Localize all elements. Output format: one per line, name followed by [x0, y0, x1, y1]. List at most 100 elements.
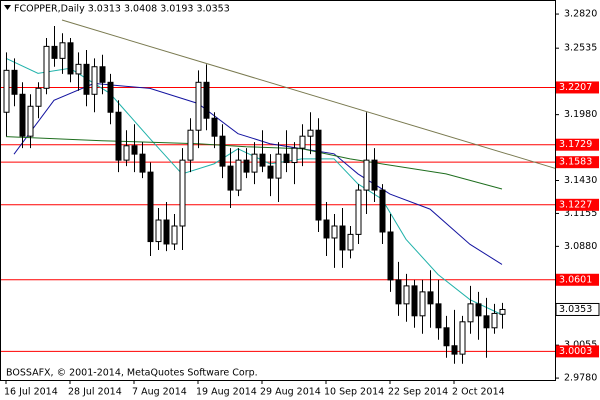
candle-body [371, 159, 378, 191]
candle-body [315, 129, 322, 221]
title-arrow [4, 5, 11, 10]
candle-body [323, 219, 330, 239]
level-label-box [556, 156, 599, 169]
candle-body [67, 42, 74, 75]
x-tick-label: 10 Sep 2014 [324, 387, 384, 398]
y-tick-label: 3.2535 [564, 43, 597, 54]
candle-body [491, 312, 498, 329]
candle-body [3, 69, 10, 113]
candle-body [499, 308, 506, 315]
candle-body [91, 66, 98, 95]
candle-body [19, 93, 26, 137]
candle-body [139, 153, 146, 173]
candle-body [483, 315, 490, 329]
candle-body [147, 171, 154, 243]
level-label: 3.1583 [559, 157, 592, 168]
candle-body [243, 159, 250, 173]
level-label-box [556, 198, 599, 211]
level-label: 3.1227 [559, 199, 592, 210]
candle-body [443, 327, 450, 347]
level-label-box [556, 138, 599, 151]
x-tick-label: 29 Aug 2014 [260, 387, 321, 398]
y-tick-label: 3.1980 [564, 109, 597, 120]
last-price-label: 3.0353 [559, 304, 592, 315]
candle-body [291, 147, 298, 164]
candle-body [363, 159, 370, 191]
plot-area [1, 19, 556, 364]
candle-body [171, 225, 178, 245]
candle-body [51, 45, 58, 59]
candle-body [251, 153, 258, 173]
y-tick-label: 3.1430 [564, 175, 597, 186]
trendline [61, 19, 556, 169]
candle-body [459, 321, 466, 355]
candle-body [259, 153, 266, 167]
level-label: 3.1729 [559, 139, 592, 150]
candle-body [339, 225, 346, 251]
level-label-box [556, 81, 599, 94]
candle-body [307, 129, 314, 137]
candle-body [59, 42, 66, 59]
level-label-box [556, 273, 599, 286]
x-tick-label: 19 Aug 2014 [196, 387, 257, 398]
candle-body [203, 81, 210, 119]
candle-body [27, 105, 34, 137]
candle-body [187, 129, 194, 161]
candle-body [411, 285, 418, 317]
candle-body [211, 117, 218, 137]
candle-body [275, 153, 282, 179]
candle-body [467, 303, 474, 323]
candle-body [195, 81, 202, 131]
candle-body [75, 63, 82, 75]
candle-body [427, 291, 434, 305]
candle-body [395, 279, 402, 305]
candle-body [331, 225, 338, 239]
y-tick-label: 3.2820 [564, 9, 597, 20]
candle-body [179, 159, 186, 227]
level-label-box [556, 345, 599, 358]
copyright: BOSSAFX, © 2001-2014, MetaQuotes Softwar… [6, 368, 258, 379]
candle-body [35, 87, 42, 107]
candle-body [43, 45, 50, 89]
level-label: 3.2207 [559, 82, 592, 93]
x-tick-label: 2 Oct 2014 [452, 387, 505, 398]
candle-body [11, 69, 18, 95]
candle-body [355, 189, 362, 235]
candle-body [387, 231, 394, 281]
candle-body [227, 165, 234, 191]
level-label: 3.0601 [559, 274, 592, 285]
x-tick-label: 28 Jul 2014 [68, 387, 122, 398]
y-tick-label: 3.0880 [564, 241, 597, 252]
y-tick-label: 3.0055 [564, 340, 597, 351]
candle-body [283, 153, 290, 164]
candle-body [419, 291, 426, 317]
y-tick-label: 2.9780 [564, 373, 597, 384]
level-label: 3.0003 [559, 346, 592, 357]
candle-body [163, 219, 170, 245]
candle-body [475, 303, 482, 317]
candle-body [131, 145, 138, 155]
candle-body [435, 303, 442, 329]
candle-body [83, 63, 90, 95]
candle-body [379, 189, 386, 233]
x-tick-label: 16 Jul 2014 [4, 387, 58, 398]
candle-body [115, 111, 122, 161]
candle-body [347, 233, 354, 251]
candle-body [123, 145, 130, 161]
x-tick-label: 22 Sep 2014 [388, 387, 448, 398]
candle-body [99, 66, 106, 83]
candle-body [299, 135, 306, 149]
candle-body [235, 159, 242, 191]
candle-body [107, 81, 114, 113]
candle-body [219, 135, 226, 167]
candle-body [267, 165, 274, 179]
chart-title: FCOPPER,Daily 3.0313 3.0408 3.0193 3.035… [14, 4, 230, 15]
y-tick-label: 3.1155 [564, 208, 597, 219]
last-price-box [555, 302, 600, 316]
candle-body [403, 285, 410, 305]
candle-body [155, 219, 162, 243]
candle-body [451, 345, 458, 355]
x-tick-label: 7 Aug 2014 [132, 387, 187, 398]
